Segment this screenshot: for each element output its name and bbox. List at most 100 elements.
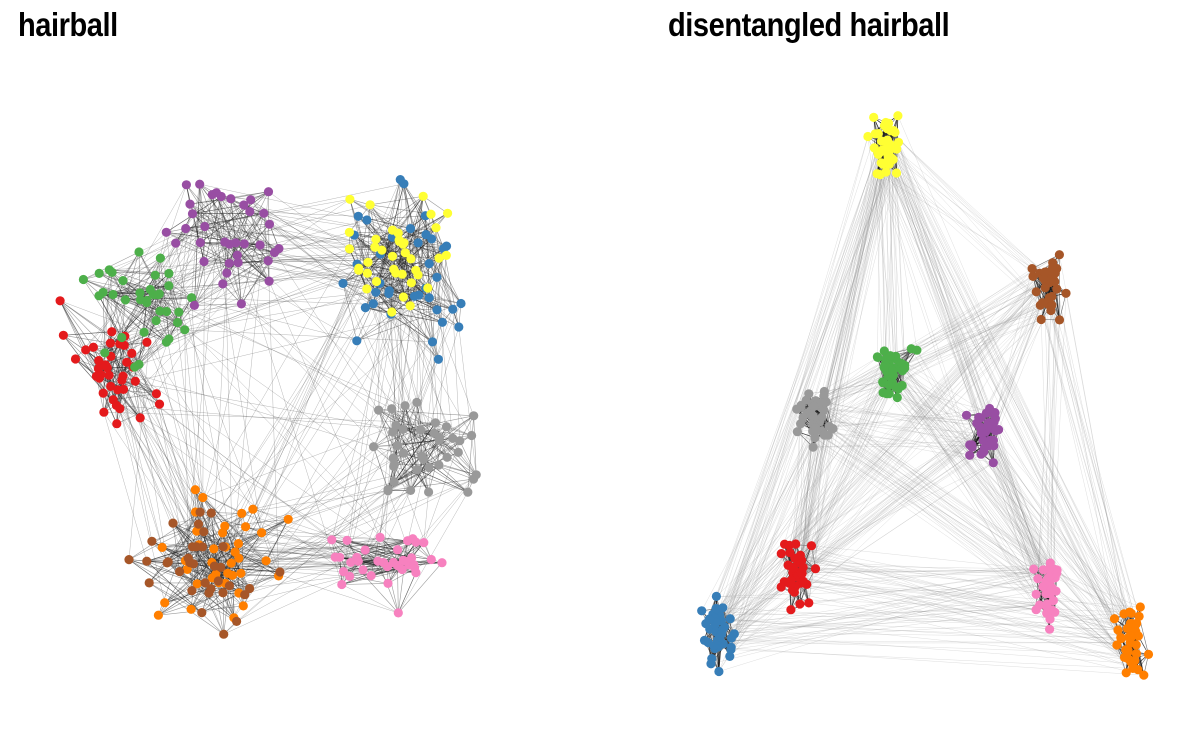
network-edge xyxy=(128,511,201,560)
network-node-green xyxy=(173,317,183,328)
network-edge xyxy=(230,198,275,253)
network-edge xyxy=(238,283,381,559)
network-edge xyxy=(203,261,404,454)
network-edge xyxy=(823,291,1037,397)
network-edge xyxy=(714,430,822,619)
network-edge xyxy=(716,396,825,647)
network-edge xyxy=(902,370,1132,663)
network-edge xyxy=(969,455,1051,575)
network-edge xyxy=(175,211,250,244)
network-edge xyxy=(373,303,433,343)
network-edge xyxy=(211,519,289,563)
network-node-gray xyxy=(374,405,384,415)
network-edge xyxy=(397,426,447,446)
network-node-purple xyxy=(181,180,191,190)
network-edge xyxy=(420,429,472,436)
network-node-yellow xyxy=(886,126,896,136)
network-edge xyxy=(439,246,447,438)
network-edge xyxy=(192,204,244,214)
network-edge xyxy=(232,575,235,618)
network-node-yellow xyxy=(354,265,364,275)
network-node-gray xyxy=(424,487,434,497)
network-edge xyxy=(346,540,404,561)
network-edge xyxy=(379,238,432,284)
network-edge xyxy=(331,539,399,614)
network-edge xyxy=(802,573,1117,646)
network-node-blue xyxy=(456,298,466,309)
network-edge xyxy=(140,273,170,301)
network-node-brown xyxy=(168,518,178,528)
network-edge xyxy=(358,216,438,278)
network-node-gray xyxy=(434,460,444,470)
network-edge xyxy=(393,455,423,483)
network-edge xyxy=(800,583,1125,658)
network-node-gray xyxy=(792,427,803,437)
disentangled-edges xyxy=(701,115,1149,676)
network-node-purple xyxy=(216,191,226,202)
network-edge xyxy=(196,532,223,584)
network-edge xyxy=(159,404,198,532)
network-edge xyxy=(716,604,1040,623)
network-edge xyxy=(192,213,205,262)
network-edge xyxy=(397,565,399,613)
network-edge xyxy=(709,618,1139,637)
network-edge xyxy=(730,410,824,619)
network-edge xyxy=(781,149,888,588)
network-node-brown xyxy=(1040,283,1050,293)
network-edge xyxy=(890,130,1046,288)
network-edge xyxy=(823,410,972,446)
network-edge xyxy=(109,269,156,276)
network-edge xyxy=(717,422,989,641)
network-edge xyxy=(252,467,429,510)
network-edge xyxy=(884,350,1047,614)
network-edge xyxy=(705,623,1122,639)
network-edge xyxy=(358,268,423,457)
network-node-green xyxy=(892,392,902,403)
network-node-brown xyxy=(1037,298,1047,308)
network-edge xyxy=(1046,271,1057,592)
network-edge xyxy=(200,242,275,253)
network-edge xyxy=(789,568,1050,584)
network-edge xyxy=(379,248,444,284)
network-edge xyxy=(799,418,996,605)
network-edge xyxy=(886,371,1125,615)
network-edge xyxy=(105,364,332,540)
network-edge xyxy=(128,523,199,560)
network-edge xyxy=(890,355,1049,586)
network-node-gray xyxy=(434,432,445,442)
network-edge xyxy=(110,356,404,561)
network-edge xyxy=(159,310,404,561)
network-edge xyxy=(794,271,1053,559)
network-edge xyxy=(799,130,891,605)
network-edge xyxy=(158,526,246,616)
network-edge xyxy=(220,567,280,573)
network-edge xyxy=(1050,281,1056,575)
network-edge xyxy=(716,281,1046,633)
network-edge xyxy=(151,541,250,589)
network-edge xyxy=(229,211,251,245)
network-node-orange xyxy=(160,598,170,608)
network-edge xyxy=(877,310,1051,358)
network-edge xyxy=(894,148,905,366)
network-edge xyxy=(815,400,1053,570)
network-node-yellow xyxy=(394,236,404,246)
network-edge xyxy=(237,254,443,323)
network-node-pink xyxy=(360,545,370,555)
network-edge xyxy=(166,531,204,564)
network-edge xyxy=(797,576,1137,646)
network-edge xyxy=(238,540,408,559)
network-edge xyxy=(367,272,428,289)
network-edge xyxy=(186,184,239,263)
network-node-gray xyxy=(810,433,820,443)
network-edge xyxy=(172,523,180,572)
network-edge xyxy=(718,603,1048,644)
network-edge xyxy=(428,263,454,310)
network-edge xyxy=(404,405,429,493)
network-edge xyxy=(417,469,468,493)
network-edge xyxy=(721,583,792,635)
network-edge xyxy=(349,248,374,304)
network-edge xyxy=(895,386,1128,629)
network-edge xyxy=(410,196,424,259)
network-edge xyxy=(709,451,984,630)
network-edge xyxy=(891,157,1052,311)
